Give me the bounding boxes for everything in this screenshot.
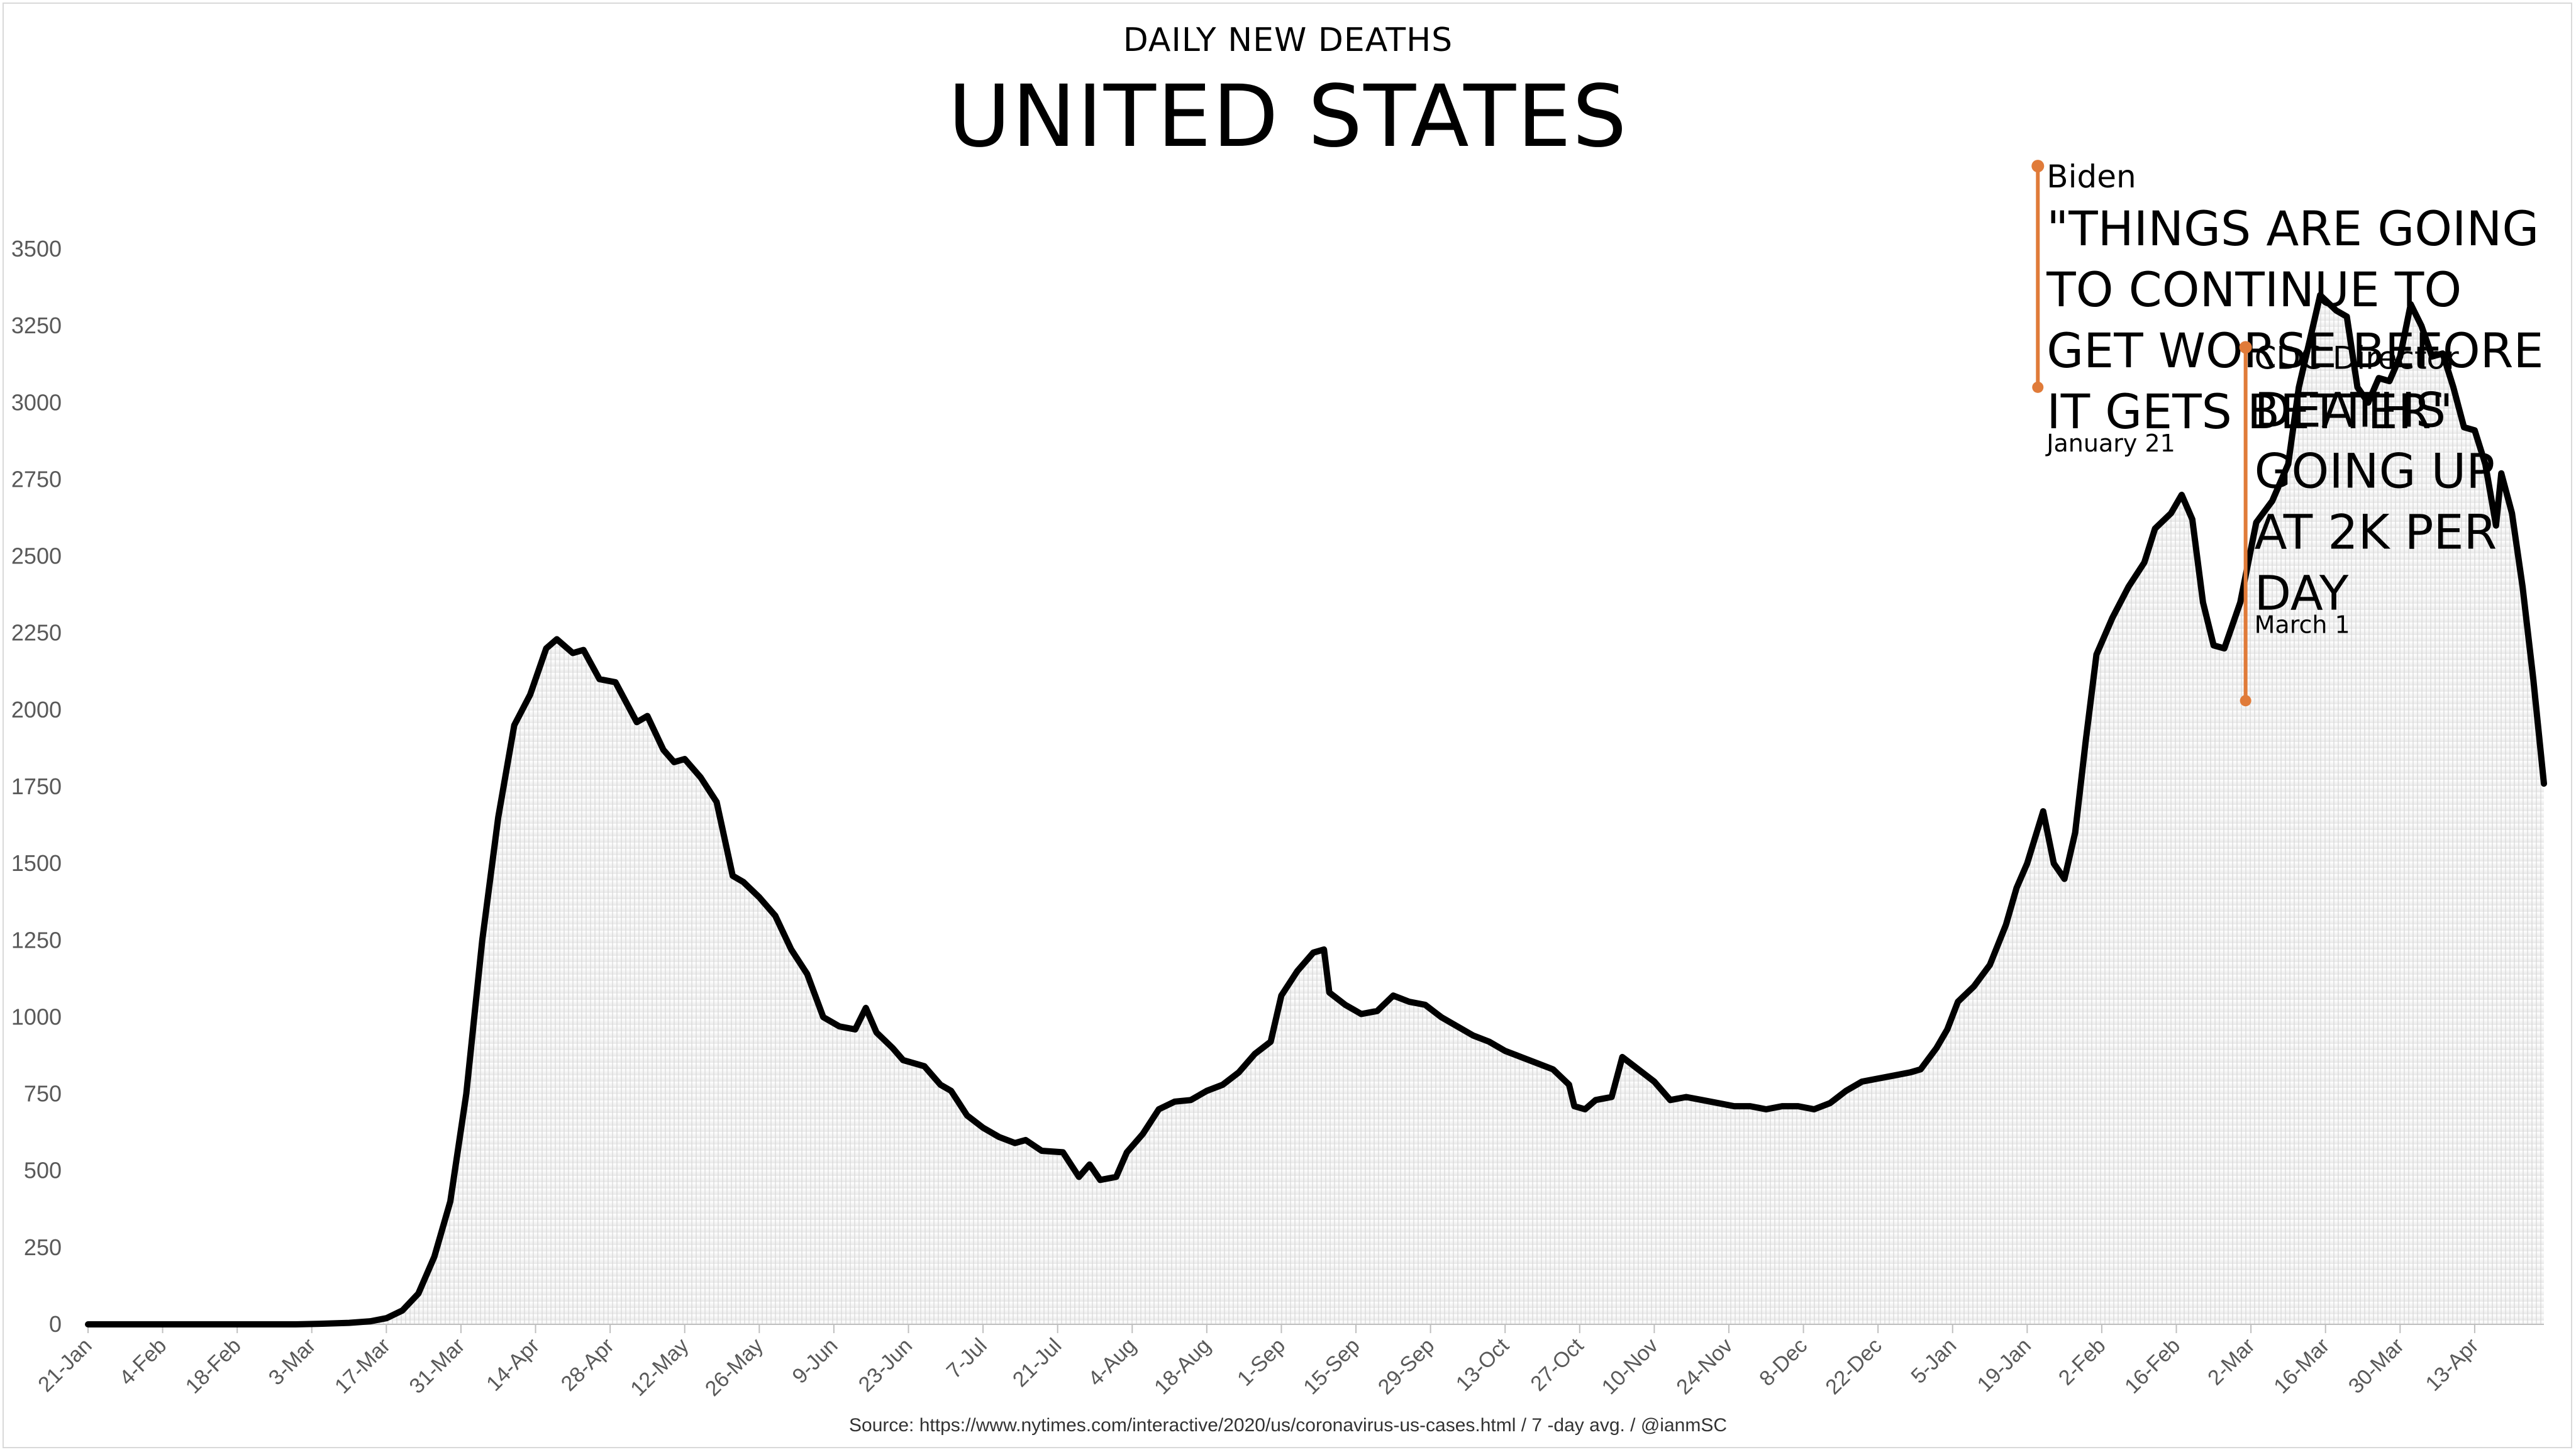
x-tick-label: 26-May [701, 1334, 768, 1401]
x-tick-label: 1-Sep [1233, 1334, 1290, 1391]
annotation-quote-line: TO CONTINUE TO [2046, 262, 2462, 318]
x-tick-label: 2-Feb [2054, 1334, 2111, 1390]
x-tick-label: 29-Sep [1374, 1334, 1439, 1399]
x-tick-label: 13-Apr [2421, 1334, 2483, 1396]
x-tick-label: 27-Oct [1526, 1333, 1588, 1395]
y-tick-label: 2250 [11, 620, 62, 646]
annotation-dot-top [2239, 341, 2252, 354]
x-tick-label: 30-Mar [2344, 1334, 2409, 1399]
chart-subtitle: DAILY NEW DEATHS [1123, 21, 1453, 59]
y-tick-label: 500 [24, 1158, 62, 1183]
x-tick-label: 8-Dec [1755, 1334, 1812, 1391]
y-tick-label: 1000 [11, 1004, 62, 1029]
x-tick-label: 15-Sep [1299, 1334, 1364, 1399]
annotation-name: CDC Director [2255, 340, 2460, 376]
annotation-quote-line: GOING UP [2255, 443, 2496, 499]
x-tick-label: 9-Jun [788, 1334, 843, 1388]
y-tick-label: 0 [49, 1311, 62, 1337]
annotation-dot-bottom [2032, 381, 2044, 393]
x-tick-label: 3-Mar [264, 1334, 321, 1390]
annotation-dot-top [2031, 160, 2045, 173]
y-tick-label: 1250 [11, 927, 62, 953]
x-tick-label: 16-Feb [2120, 1334, 2185, 1399]
annotation-quote-line: "THINGS ARE GOING [2046, 201, 2539, 257]
area-fill [88, 295, 2544, 1324]
annotation-date: January 21 [2045, 430, 2175, 457]
annotation-quote-line: AT 2K PER [2255, 504, 2497, 560]
x-tick-label: 4-Feb [115, 1334, 172, 1390]
x-tick-label: 14-Apr [482, 1334, 544, 1396]
y-tick-label: 750 [24, 1081, 62, 1107]
annotation-quote-line: GET WORSE BEFORE [2046, 323, 2543, 379]
x-tick-label: 22-Dec [1821, 1334, 1886, 1399]
x-tick-label: 2-Mar [2203, 1334, 2260, 1390]
x-tick-label: 7-Jul [942, 1334, 992, 1383]
annotation-quote-line: DEATHS [2255, 382, 2446, 438]
y-tick-label: 1750 [11, 773, 62, 799]
x-tick-label: 10-Nov [1597, 1334, 1663, 1399]
y-tick-label: 3000 [11, 389, 62, 415]
x-tick-label: 16-Mar [2269, 1334, 2334, 1399]
annotation-dot-bottom [2240, 695, 2251, 707]
chart-title: UNITED STATES [948, 67, 1628, 167]
chart-frame [3, 3, 2572, 1448]
x-tick-label: 21-Jul [1008, 1334, 1066, 1392]
x-tick-label: 23-Jun [854, 1334, 917, 1397]
y-tick-label: 3250 [11, 313, 62, 338]
x-tick-label: 18-Feb [181, 1334, 246, 1399]
annotation-quote-line: DAY [2255, 565, 2349, 621]
y-tick-label: 2000 [11, 697, 62, 723]
y-tick-label: 1500 [11, 850, 62, 876]
x-tick-label: 21-Jan [33, 1334, 96, 1397]
x-tick-label: 18-Aug [1150, 1334, 1215, 1399]
y-tick-label: 2750 [11, 466, 62, 492]
x-tick-label: 24-Nov [1672, 1334, 1737, 1399]
x-tick-label: 13-Oct [1452, 1333, 1514, 1395]
x-tick-label: 31-Mar [405, 1334, 470, 1399]
annotation-quote-line: IT GETS BETTER" [2046, 384, 2453, 440]
y-tick-label: 250 [24, 1234, 62, 1260]
x-tick-label: 19-Jan [1973, 1334, 2036, 1397]
x-tick-label: 28-Apr [557, 1334, 619, 1396]
y-tick-label: 3500 [11, 236, 62, 262]
x-tick-label: 12-May [626, 1334, 693, 1401]
source-note: Source: https://www.nytimes.com/interact… [849, 1415, 1727, 1436]
x-tick-label: 17-Mar [330, 1334, 395, 1399]
annotation-date: March 1 [2255, 611, 2350, 638]
x-tick-label: 4-Aug [1084, 1334, 1141, 1391]
x-tick-label: 5-Jan [1906, 1334, 1961, 1388]
annotation-name: Biden [2046, 158, 2136, 195]
y-tick-label: 2500 [11, 543, 62, 569]
